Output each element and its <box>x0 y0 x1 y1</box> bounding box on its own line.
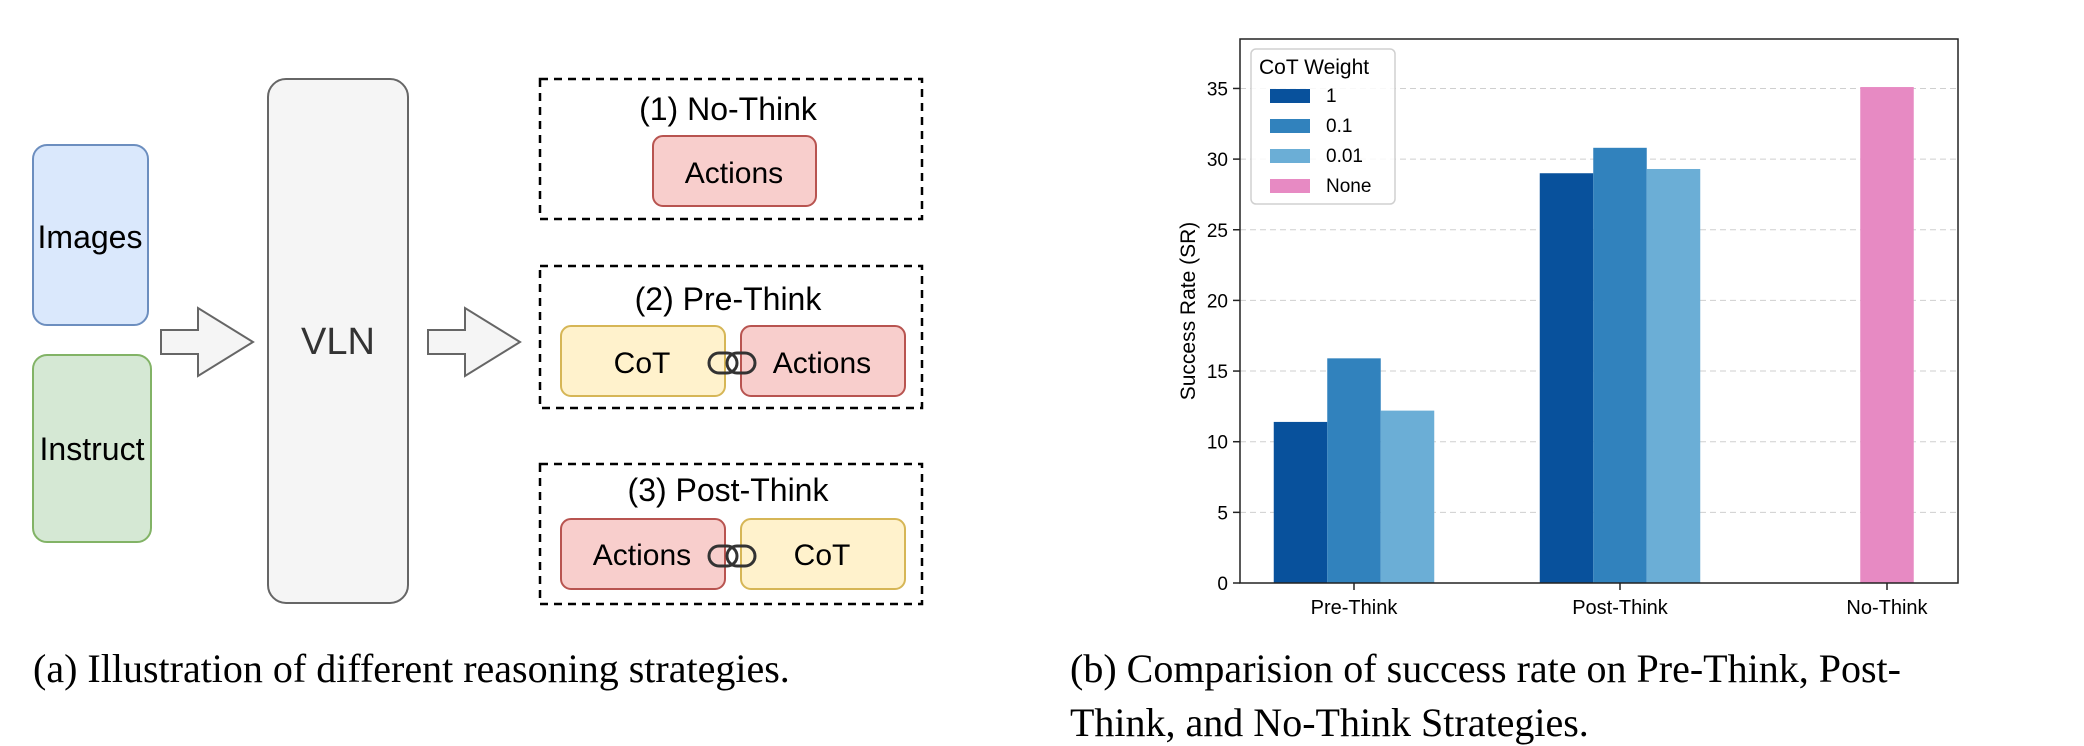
legend-entry-label: None <box>1326 176 1371 197</box>
y-tick-label: 5 <box>1217 503 1228 524</box>
caption-b-line2: Think, and No-Think Strategies. <box>1070 700 1589 745</box>
y-tick-label: 10 <box>1207 433 1228 454</box>
x-tick-label: No-Think <box>1846 597 1928 619</box>
actions-block <box>740 325 906 397</box>
strategy-pre-think: (2) Pre-Think CoT Actions <box>538 264 924 410</box>
actions-block-label: Actions <box>685 157 783 190</box>
bar-no-think-series-None <box>1860 87 1914 583</box>
block-arrow-to-outputs <box>427 306 522 378</box>
actions-block-label: Actions <box>593 539 691 572</box>
legend: CoT Weight 1 0.1 0.01 None <box>1250 48 1396 205</box>
actions-block-label: Actions <box>773 347 871 380</box>
legend-entry-label: 0.1 <box>1326 116 1352 137</box>
y-tick-label: 0 <box>1217 574 1228 595</box>
y-tick-label: 25 <box>1207 221 1228 242</box>
caption-b-line1: (b) Comparision of success rate on Pre-T… <box>1070 646 1901 691</box>
bar-post-think-series-0_01 <box>1646 168 1701 583</box>
legend-swatch <box>1270 119 1310 133</box>
y-axis-label: Success Rate (SR) <box>1177 222 1200 401</box>
vln-model-label: VLN <box>301 321 375 363</box>
input-instruct-label: Instruct <box>40 431 145 467</box>
legend-title: CoT Weight <box>1259 56 1369 79</box>
plot-frame <box>1239 38 1959 584</box>
bar-pre-think-series-0_1 <box>1327 358 1381 583</box>
input-instruct-box: Instruct <box>32 354 152 543</box>
chain-link-icon <box>707 351 757 375</box>
strategy-pre-think-title: (2) Pre-Think <box>635 281 823 317</box>
x-tick-label: Pre-Think <box>1311 597 1399 619</box>
actions-block <box>560 518 726 590</box>
cot-block-label: CoT <box>794 539 851 572</box>
y-tick-label: 15 <box>1207 362 1228 383</box>
cot-block <box>560 325 726 397</box>
y-tick-label: 35 <box>1207 79 1228 100</box>
x-axis-ticks: Pre-Think Post-Think No-Think <box>1311 583 1929 619</box>
bar-post-think-series-0_1 <box>1593 147 1647 584</box>
chain-link-icon <box>707 544 757 568</box>
cot-block-label: CoT <box>614 347 671 380</box>
cot-block <box>740 518 906 590</box>
bar-pre-think-series-1 <box>1273 421 1328 583</box>
strategy-no-think-title: (1) No-Think <box>639 91 818 127</box>
block-arrow-to-model <box>160 306 255 378</box>
bars-group <box>1273 87 1914 584</box>
bar-post-think-series-1 <box>1539 173 1594 583</box>
input-images-box: Images <box>32 144 149 326</box>
y-axis-ticks: 0 5 10 15 20 25 30 35 <box>1207 79 1240 595</box>
bar-pre-think-series-0_01 <box>1380 410 1435 583</box>
legend-entry-label: 1 <box>1326 86 1337 107</box>
legend-entry-label: 0.01 <box>1326 146 1363 167</box>
x-tick-label: Post-Think <box>1572 597 1669 619</box>
strategy-post-think-title: (3) Post-Think <box>628 472 830 508</box>
legend-swatch <box>1270 179 1310 193</box>
input-images-label: Images <box>38 219 143 255</box>
strategy-post-think: (3) Post-Think Actions CoT <box>538 462 924 606</box>
y-tick-label: 20 <box>1207 291 1228 312</box>
caption-a: (a) Illustration of different reasoning … <box>33 646 790 691</box>
vln-model-box: VLN <box>267 78 409 604</box>
actions-block <box>652 135 817 207</box>
y-tick-label: 30 <box>1207 150 1228 171</box>
diagram-panel: Images Instruct VLN (1) No-Think Actions… <box>32 77 924 606</box>
strategy-no-think: (1) No-Think Actions <box>538 77 924 221</box>
legend-box <box>1250 48 1396 205</box>
bar-chart: 0 5 10 15 20 25 30 35 Pre-Think Post-Think No-Thi… <box>1177 38 1959 619</box>
legend-swatch <box>1270 89 1310 103</box>
legend-swatch <box>1270 149 1310 163</box>
